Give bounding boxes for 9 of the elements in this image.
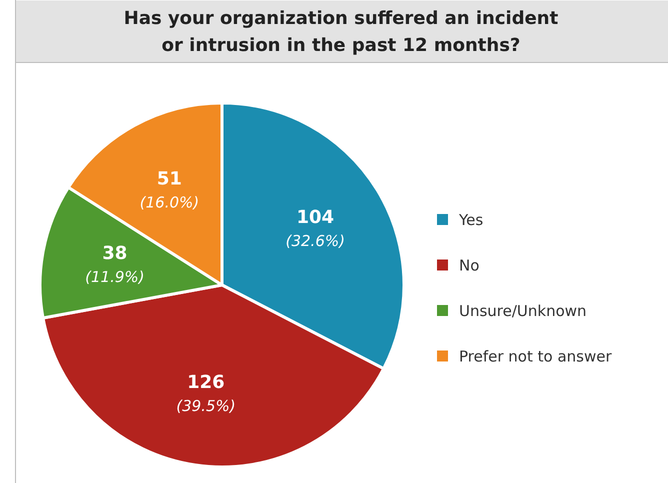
legend-label: Prefer not to answer	[459, 348, 612, 366]
data-label: 104 (32.6%)	[286, 207, 345, 250]
legend-label: Unsure/Unknown	[459, 302, 587, 320]
data-label: 51 (16.0%)	[140, 168, 200, 212]
chart-title: Has your organization suffered an incident or intrusion in the past 12 months?	[124, 8, 559, 56]
legend-label: No	[459, 256, 480, 274]
data-label: 38 (11.9%)	[85, 243, 144, 286]
data-label: 126 (39.5%)	[176, 372, 236, 416]
legend-label: Yes	[458, 211, 484, 229]
